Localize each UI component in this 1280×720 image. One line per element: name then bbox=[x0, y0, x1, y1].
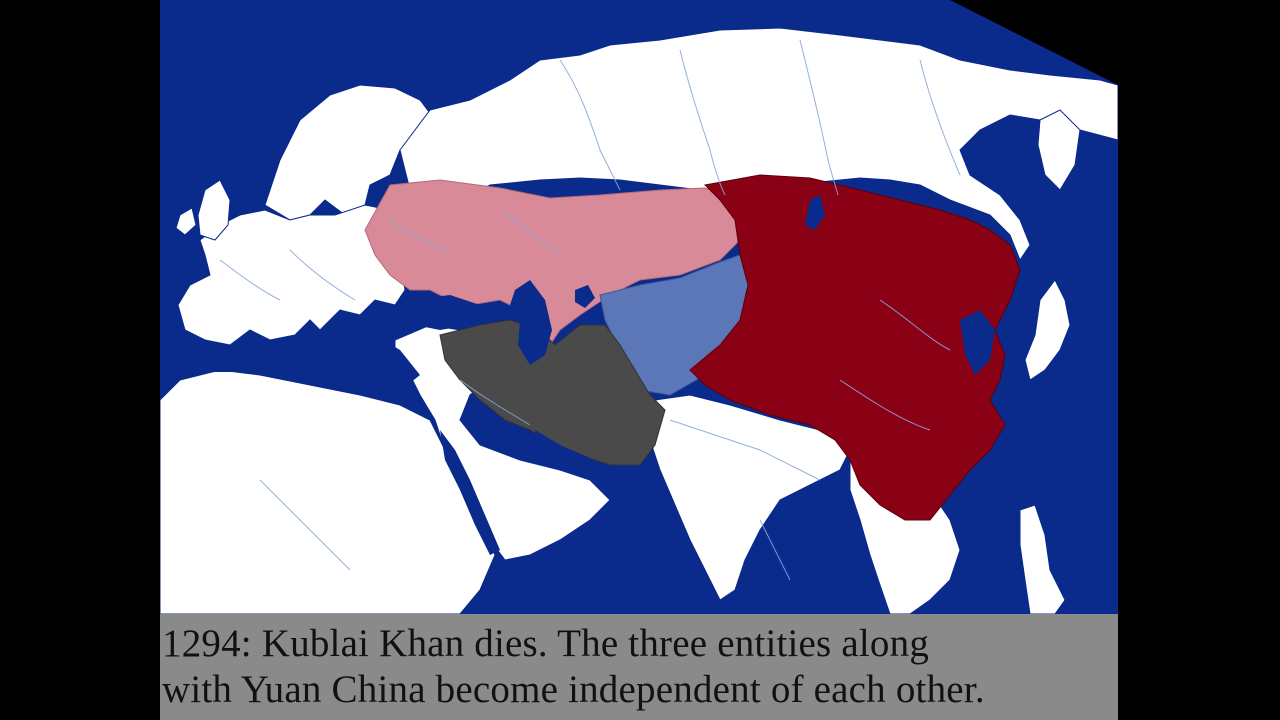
land-eurasia-north bbox=[399, 27, 1118, 262]
caption-line-2: with Yuan China become independent of ea… bbox=[162, 668, 985, 711]
yuan-dynasty-region bbox=[689, 174, 1021, 521]
land-philippines bbox=[1019, 504, 1066, 614]
mediterranean-sea bbox=[190, 325, 420, 395]
historical-map bbox=[160, 0, 1118, 614]
land-africa bbox=[160, 369, 496, 614]
yellow-sea bbox=[960, 310, 995, 375]
lake-baikal bbox=[805, 195, 825, 230]
persian-gulf bbox=[535, 430, 605, 475]
black-sea bbox=[402, 295, 480, 330]
land-europe bbox=[177, 204, 411, 346]
rivers bbox=[219, 39, 961, 581]
red-sea bbox=[440, 430, 500, 555]
map-edge-corner bbox=[950, 0, 1118, 85]
caspian-sea bbox=[510, 280, 552, 365]
land-ireland bbox=[175, 207, 197, 236]
aral-sea bbox=[575, 285, 595, 308]
land-kamchatka bbox=[1037, 109, 1081, 191]
land-japan bbox=[1024, 279, 1071, 381]
caption-line-1: 1294: Kublai Khan dies. The three entiti… bbox=[162, 622, 930, 665]
land-british-isles bbox=[197, 179, 231, 241]
caption-box: 1294: Kublai Khan dies. The three entiti… bbox=[160, 614, 1118, 720]
land-india bbox=[649, 394, 851, 601]
